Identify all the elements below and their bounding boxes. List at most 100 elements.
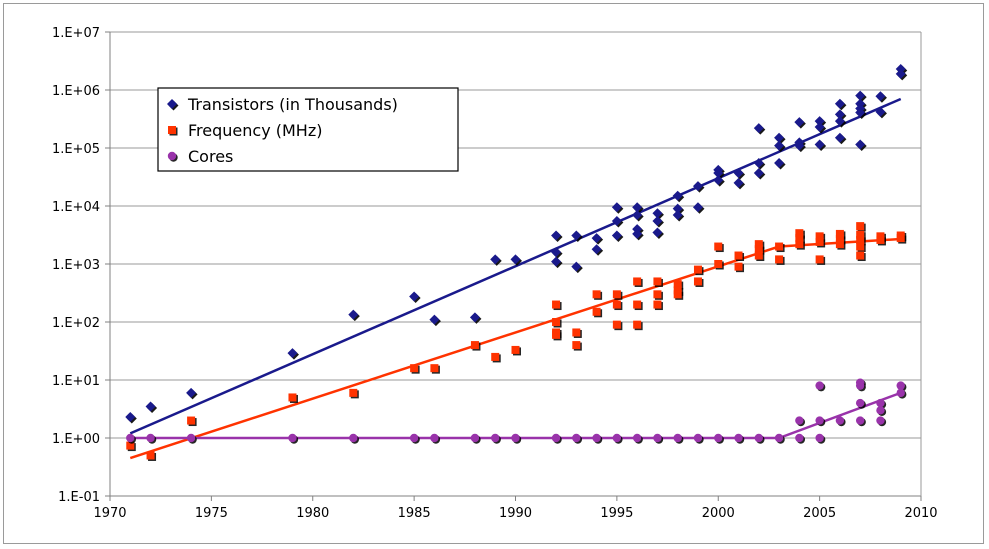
diamond-point [753, 123, 764, 134]
circle-point [734, 433, 743, 443]
square-point [470, 341, 479, 350]
square-point [835, 240, 844, 249]
circle-point [795, 433, 804, 443]
diamond-point [611, 202, 622, 213]
circle-point [673, 433, 682, 443]
circle-point [126, 433, 135, 443]
square-point [491, 352, 500, 361]
circle-point [653, 433, 662, 443]
diamond-point [834, 132, 845, 143]
trend-line-0 [129, 97, 902, 435]
diamond-point [774, 140, 785, 151]
circle-point [186, 433, 196, 443]
data-points [125, 64, 908, 461]
diamond-point [875, 91, 886, 102]
square-point [572, 341, 581, 350]
circle-point [876, 398, 885, 408]
square-point [815, 255, 824, 264]
square-point [754, 245, 763, 254]
diamond-point [774, 158, 785, 169]
legend-box [157, 87, 459, 172]
square-point [693, 265, 702, 274]
square-point [754, 240, 763, 249]
diamond-point [713, 168, 724, 179]
diamond-point [814, 122, 825, 133]
diamond-point [469, 312, 480, 323]
diamond-point [591, 233, 602, 244]
circle-point [896, 388, 905, 398]
square-point [714, 260, 723, 268]
square-point [146, 451, 155, 460]
circle-point [146, 433, 155, 443]
diamond-point [125, 412, 136, 423]
diamond-point [713, 175, 724, 186]
diamond-point [855, 90, 866, 101]
series-0 [125, 64, 908, 424]
square-point [856, 242, 865, 251]
square-point [612, 300, 621, 309]
legend-marker-square [168, 126, 176, 134]
diamond-point [753, 168, 764, 179]
y-tick-label: 1.E+01 [52, 374, 100, 389]
diamond-point [145, 401, 156, 412]
diamond-point [794, 117, 805, 128]
square-point [552, 318, 561, 326]
square-point [187, 416, 196, 425]
diamond-point [652, 208, 663, 219]
x-tick-label: 1990 [499, 506, 532, 521]
square-point [349, 388, 358, 397]
circle-point [896, 381, 905, 390]
circle-point [349, 433, 358, 443]
y-tick-label: 1.E+07 [52, 26, 100, 41]
circle-point [572, 433, 581, 443]
diamond-point [551, 256, 562, 267]
diamond-point [855, 139, 866, 150]
diamond-point [348, 309, 359, 320]
diamond-point [571, 230, 582, 241]
square-point [795, 240, 804, 249]
diamond-point [814, 116, 825, 127]
square-point [552, 300, 561, 309]
circle-point [592, 433, 601, 443]
circle-point [511, 433, 520, 443]
diamond-point [652, 227, 663, 238]
circle-point [288, 433, 297, 443]
diamond-point [571, 261, 582, 272]
square-point [775, 255, 784, 264]
diamond-point [652, 216, 663, 227]
circle-point [693, 433, 703, 443]
square-point [835, 229, 844, 238]
diamond-point [672, 203, 683, 214]
diamond-point [287, 348, 298, 359]
square-point [714, 242, 723, 251]
diamond-point [672, 190, 683, 201]
diamond-point [510, 254, 521, 265]
square-point [653, 290, 662, 299]
circle-point [774, 433, 784, 443]
x-tick-label: 1970 [93, 506, 126, 521]
diamond-point [611, 216, 622, 227]
x-tick-label: 2005 [803, 506, 836, 521]
diamond-point [692, 181, 703, 192]
diamond-point [632, 209, 643, 220]
square-point [592, 290, 601, 299]
circle-point [409, 433, 419, 443]
circle-point [855, 416, 865, 425]
legend-marker-diamond [167, 99, 177, 109]
circle-point [612, 433, 622, 443]
circle-point [855, 398, 865, 408]
x-tick-label: 1995 [600, 506, 633, 521]
square-point [612, 290, 621, 299]
y-tick-label: 1.E+05 [52, 142, 100, 157]
square-point [653, 277, 662, 286]
square-point [612, 320, 621, 329]
diamond-point [611, 230, 622, 241]
legend-label: Cores [188, 147, 233, 166]
x-tick-label: 1980 [296, 506, 329, 521]
y-tick-label: 1.E+03 [52, 258, 100, 273]
legend: Transistors (in Thousands) Frequency (MHz… [157, 87, 459, 172]
circle-point [835, 416, 845, 425]
diamond-point [429, 314, 440, 325]
x-tick-label: 1975 [195, 506, 228, 521]
